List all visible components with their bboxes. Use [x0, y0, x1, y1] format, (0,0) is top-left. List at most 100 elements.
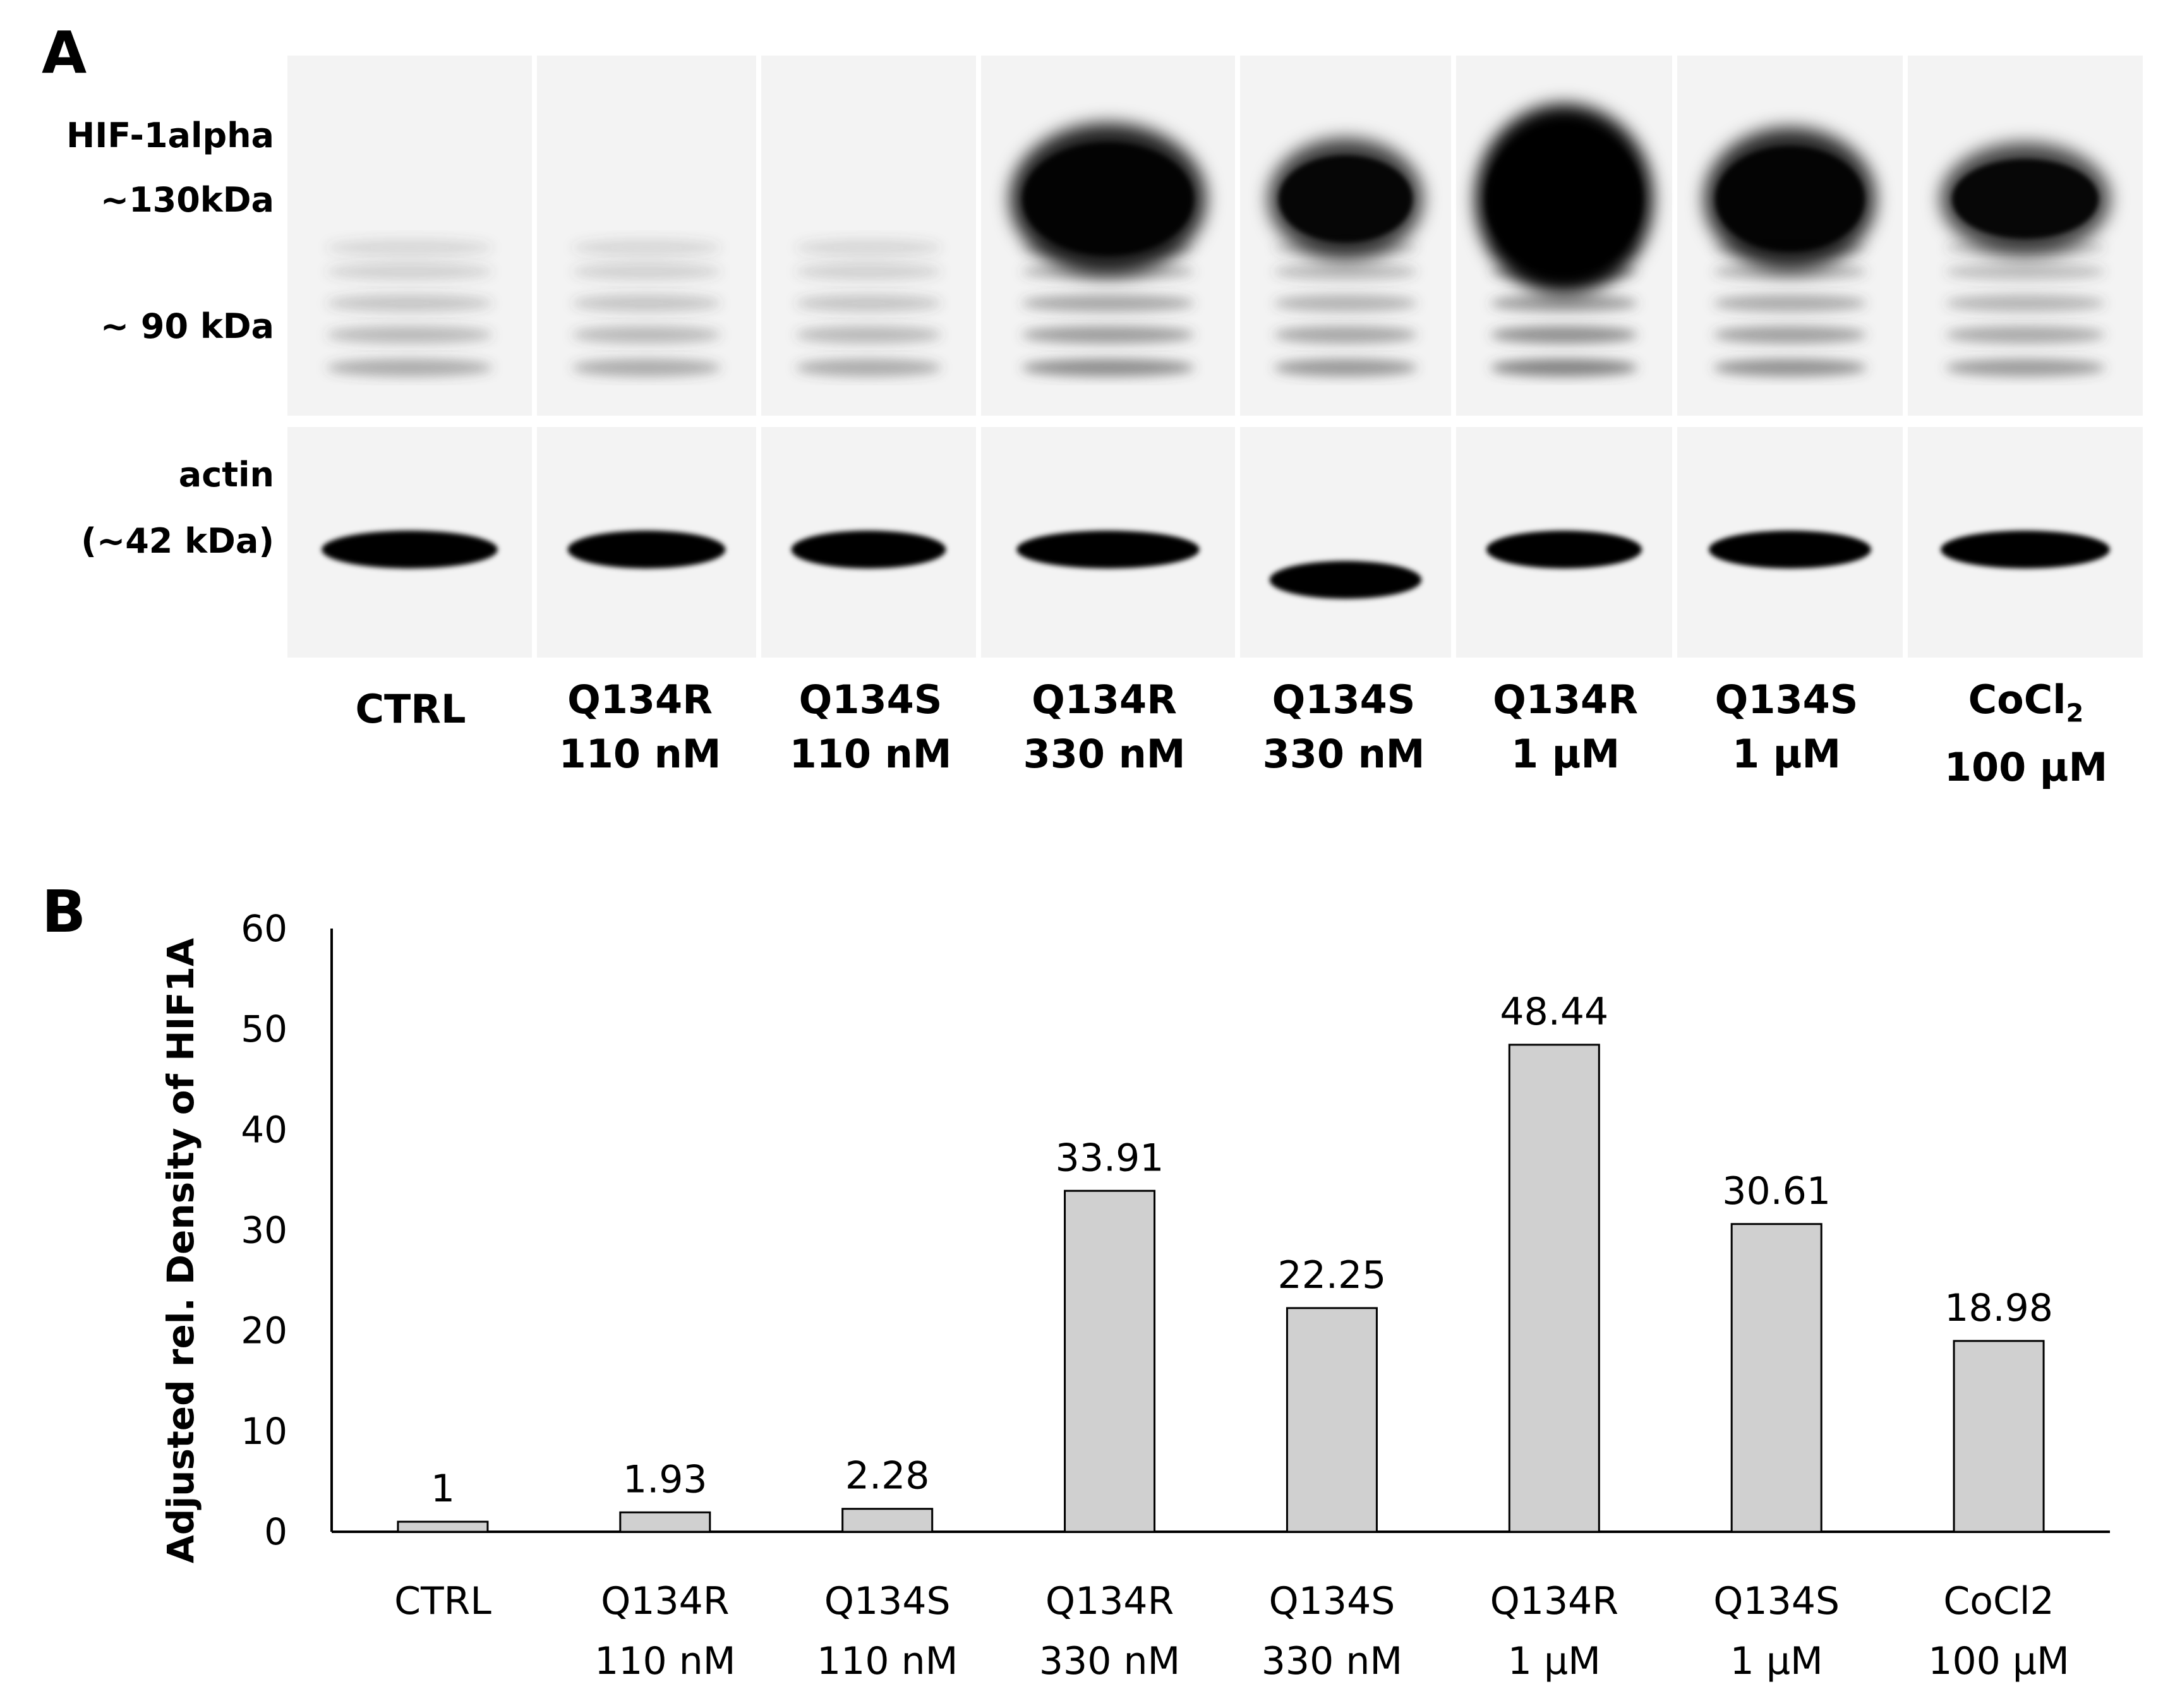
hif-minor-band [1490, 359, 1638, 376]
hif-minor-band [326, 294, 493, 312]
lane-label-line-1: Q134R [545, 673, 735, 727]
hif-minor-band [572, 294, 721, 312]
data-labels: 1 1.93 2.28 33.91 22.25 48.44 30.61 18.98 [431, 990, 2053, 1511]
hif-minor-band [1490, 294, 1638, 312]
bar-4 [1064, 1189, 1156, 1533]
hif-minor-band [1274, 326, 1418, 344]
x-tick-label: Q134R [601, 1579, 729, 1623]
lane-label-text: Q134S [1272, 677, 1416, 723]
bar-2 [619, 1511, 711, 1533]
lane-label-2: Q134R 110 nM [545, 673, 735, 781]
hif-blot-strip [287, 56, 2143, 416]
hif-minor-band [326, 239, 493, 256]
hif-minor-band [572, 359, 721, 376]
hif-1alpha-label: HIF-1alpha [66, 116, 274, 155]
category-labels: CTRL Q134R 110 nM Q134S 110 nM Q134R 330 nM Q13… [394, 1579, 2070, 1683]
marker-90kda-label: ~ 90 kDa [100, 306, 274, 346]
bars [397, 1043, 2045, 1533]
hif-lane-3 [761, 56, 976, 416]
y-axis-title: Adjusted rel. Density of HIF1A [159, 938, 202, 1563]
hif-minor-band [1021, 359, 1195, 376]
lane-label-text: CTRL [355, 686, 466, 732]
actin-band [1941, 531, 2110, 568]
lane-label-6: Q134R 1 μM [1471, 673, 1660, 781]
hif-minor-band [326, 359, 493, 376]
bar-1 [397, 1520, 489, 1533]
lane-label-line-2: 1 μM [1510, 731, 1620, 777]
bar-8 [1953, 1340, 2045, 1533]
hif-minor-band [795, 239, 942, 256]
data-label-4: 33.91 [1056, 1136, 1164, 1180]
lane-label-subscript: 2 [2066, 699, 2084, 728]
lane-label-line-1: CTRL [316, 682, 505, 737]
x-tick-label: Q134R [1045, 1579, 1174, 1623]
x-tick-label: 330 nM [1262, 1639, 1402, 1683]
lane-label-7: Q134S 1 μM [1692, 673, 1881, 781]
bar-3 [841, 1508, 934, 1533]
hif-minor-band [326, 326, 493, 344]
hif-main-band-core [1715, 146, 1865, 252]
actin-band [1708, 531, 1872, 568]
x-tick-label: Q134S [1269, 1579, 1395, 1623]
hif-minor-band [795, 294, 942, 312]
lane-label-text: Q134R [567, 677, 713, 723]
data-label-8: 18.98 [1944, 1286, 2053, 1330]
y-axis: 0 10 20 30 40 50 60 [241, 907, 333, 1553]
y-tick-label: 60 [241, 907, 287, 950]
hif-minor-band [1490, 326, 1638, 344]
y-tick-label: 0 [264, 1510, 287, 1553]
bar-5 [1286, 1307, 1378, 1533]
data-label-5: 22.25 [1278, 1253, 1387, 1297]
actin-band [1016, 531, 1200, 568]
hif-minor-band [795, 263, 942, 280]
lane-label-line-2: 110 nM [558, 731, 721, 777]
hif-minor-band [1713, 359, 1867, 376]
y-tick-label: 30 [241, 1209, 287, 1252]
y-tick-label: 40 [241, 1108, 287, 1151]
hif-main-band-core [1952, 159, 2099, 239]
hif-minor-band [1274, 359, 1418, 376]
actin-kda-label: (~42 kDa) [81, 521, 274, 561]
hif-minor-band [1021, 326, 1195, 344]
lane-label-line-2: 330 nM [1023, 731, 1186, 777]
lane-label-line-2: 330 nM [1262, 731, 1425, 777]
lane-label-line-1: Q134R [1471, 673, 1660, 727]
hif-main-band-core [1486, 126, 1642, 272]
hif-minor-band [1945, 326, 2106, 344]
y-tick-label: 20 [241, 1309, 287, 1352]
hif-minor-band [1945, 294, 2106, 312]
hif-lane-2 [537, 56, 756, 416]
hif-minor-band [795, 359, 942, 376]
actin-label: actin [178, 455, 274, 495]
hif-minor-band [1945, 263, 2106, 280]
x-tick-label: 1 μM [1508, 1639, 1601, 1683]
lane-label-4: Q134R 330 nM [1009, 673, 1199, 781]
hif-lane-1 [287, 56, 532, 416]
actin-band [791, 531, 946, 568]
hif-minor-band [1713, 294, 1867, 312]
data-label-2: 1.93 [623, 1457, 708, 1501]
x-tick-label: Q134R [1490, 1579, 1618, 1623]
x-tick-label: 110 nM [594, 1639, 735, 1683]
hif-minor-band [1713, 326, 1867, 344]
hif-minor-band [1713, 263, 1867, 280]
marker-130kda-label: ~130kDa [100, 180, 274, 220]
panel-a-letter: A [42, 19, 87, 87]
hif-main-band-core [1279, 155, 1413, 243]
lane-label-text: Q134S [1714, 677, 1859, 723]
data-label-7: 30.61 [1722, 1169, 1831, 1213]
actin-lane-5 [1240, 427, 1451, 658]
y-tick-label: 50 [241, 1007, 287, 1050]
x-tick-label: CTRL [394, 1579, 491, 1623]
hif-minor-band [572, 239, 721, 256]
hif-minor-band [1274, 263, 1418, 280]
data-label-1: 1 [431, 1467, 455, 1511]
x-tick-label: CoCl2 [1943, 1579, 2054, 1623]
lane-label-line-1: Q134S [776, 673, 965, 727]
bar-7 [1730, 1223, 1823, 1533]
actin-band [567, 531, 726, 568]
x-tick-label: 110 nM [817, 1639, 958, 1683]
lane-label-line-2: 110 nM [789, 731, 952, 777]
hif-minor-band [1274, 294, 1418, 312]
